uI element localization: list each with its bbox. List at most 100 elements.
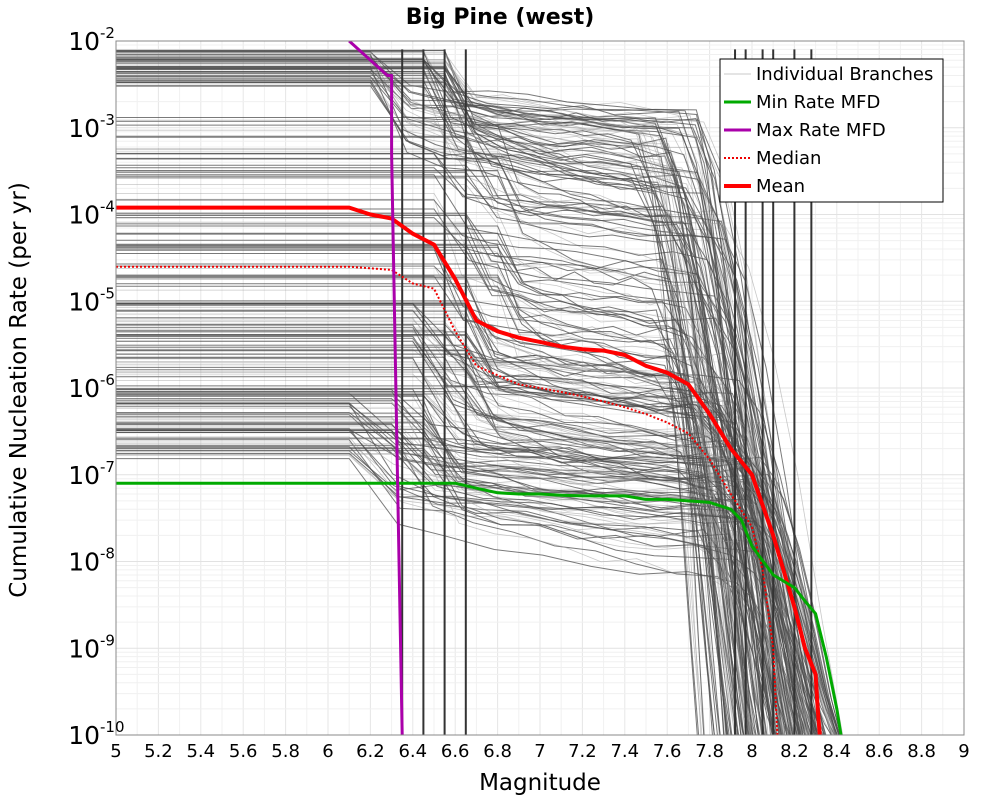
branch-line <box>116 50 715 735</box>
branch-line <box>116 357 777 735</box>
branch-line <box>116 85 705 735</box>
branch-line <box>116 198 705 735</box>
branch-line <box>116 389 751 735</box>
branch-line <box>116 248 715 735</box>
x-tick-label: 8.8 <box>907 741 936 762</box>
x-tick-label: 6.8 <box>483 741 512 762</box>
x-tick-label: 9 <box>958 741 969 762</box>
x-tick-label: 8.4 <box>822 741 851 762</box>
branch-line <box>116 285 738 735</box>
y-tick-label: 10 <box>68 114 100 143</box>
branch-line <box>116 393 838 735</box>
branch-line <box>116 452 798 735</box>
branch-line <box>116 61 748 735</box>
x-tick-label: 5.2 <box>144 741 173 762</box>
legend-label: Individual Branches <box>756 64 933 85</box>
branch-line <box>116 171 809 735</box>
y-tick-label: 10 <box>68 374 100 403</box>
branch-line <box>116 276 752 735</box>
y-tick-label: 10 <box>68 634 100 663</box>
branch-line <box>116 421 797 735</box>
branch-line <box>116 416 809 735</box>
x-tick-label: 7.2 <box>568 741 597 762</box>
x-tick-label: 8 <box>746 741 757 762</box>
y-tick-exponent: -8 <box>100 545 115 563</box>
y-tick-exponent: -9 <box>100 631 115 649</box>
branch-line <box>116 303 816 735</box>
x-tick-label: 6.6 <box>441 741 470 762</box>
y-axis-label: Cumulative Nucleation Rate (per yr) <box>6 182 32 598</box>
branch-line <box>116 193 762 735</box>
branch-line <box>116 432 790 735</box>
branch-line <box>116 158 768 735</box>
y-tick-exponent: -5 <box>100 284 115 302</box>
branch-line <box>116 399 777 735</box>
branch-line <box>116 346 791 735</box>
branch-line <box>116 453 753 735</box>
series-line-max-rate-mfd <box>348 41 404 735</box>
branch-line <box>116 349 838 735</box>
branch-line <box>116 66 702 735</box>
branch-line <box>116 431 782 735</box>
x-tick-label: 6.4 <box>398 741 427 762</box>
branch-line <box>116 232 721 735</box>
x-tick-label: 7.4 <box>610 741 639 762</box>
x-tick-label: 7 <box>534 741 545 762</box>
x-tick-label: 7.6 <box>653 741 682 762</box>
plot-frame <box>115 40 965 736</box>
branch-line <box>116 67 749 735</box>
branch-line <box>116 59 747 735</box>
series-group <box>116 41 843 735</box>
branch-line <box>116 398 836 735</box>
branch-line <box>116 60 794 735</box>
x-tick-label: 6 <box>322 741 333 762</box>
chart-title: Big Pine (west) <box>406 5 595 30</box>
branch-line <box>116 313 752 735</box>
branch-line <box>116 417 751 735</box>
y-axis-ticks: 10-210-310-410-510-610-710-810-910-10 <box>68 24 124 750</box>
y-tick-exponent: -2 <box>100 24 115 42</box>
legend-box <box>719 58 944 203</box>
x-tick-label: 5.8 <box>271 741 300 762</box>
branch-line <box>116 432 802 735</box>
branch-line <box>116 289 755 735</box>
y-tick-exponent: -7 <box>100 458 115 476</box>
branch-line <box>116 388 791 735</box>
y-tick-exponent: -3 <box>100 111 115 129</box>
x-tick-label: 5.4 <box>186 741 215 762</box>
branch-line <box>116 380 783 735</box>
branch-line <box>116 68 725 735</box>
branch-line <box>116 253 782 735</box>
y-tick-label: 10 <box>68 461 100 490</box>
x-tick-label: 8.2 <box>780 741 809 762</box>
branch-line <box>116 82 713 735</box>
branch-line <box>116 391 793 735</box>
branch-line <box>116 57 743 735</box>
x-axis-ticks: 5 5.2 5.4 5.6 5.8 6 6.2 6.4 6.6 6.8 7 7.2 7.4 7.6 7.8 8… <box>110 741 969 762</box>
branch-line <box>116 356 761 735</box>
branch-line <box>116 369 732 735</box>
branch-line <box>116 57 771 735</box>
y-tick-label: 10 <box>68 548 100 577</box>
branch-line <box>116 66 745 735</box>
branch-line <box>116 430 838 735</box>
y-tick-exponent: -4 <box>100 198 115 216</box>
y-tick-label: 10 <box>68 721 100 750</box>
branch-line <box>116 79 773 735</box>
y-tick-exponent: -6 <box>100 371 115 389</box>
y-tick-label: 10 <box>68 201 100 230</box>
branch-line <box>116 119 810 735</box>
legend: Individual Branches Min Rate MFD Max Rate … <box>719 58 944 203</box>
x-axis-label: Magnitude <box>479 770 601 796</box>
x-tick-label: 8.6 <box>865 741 894 762</box>
branch-line <box>116 385 740 735</box>
x-tick-label: 5.6 <box>229 741 258 762</box>
y-tick-label: 10 <box>68 27 100 56</box>
branch-line <box>116 72 748 735</box>
series-line-min-rate-mfd <box>116 481 843 735</box>
branch-line <box>116 279 795 735</box>
branch-line <box>116 223 700 735</box>
branch-line <box>116 449 832 735</box>
branch-line <box>116 62 776 735</box>
